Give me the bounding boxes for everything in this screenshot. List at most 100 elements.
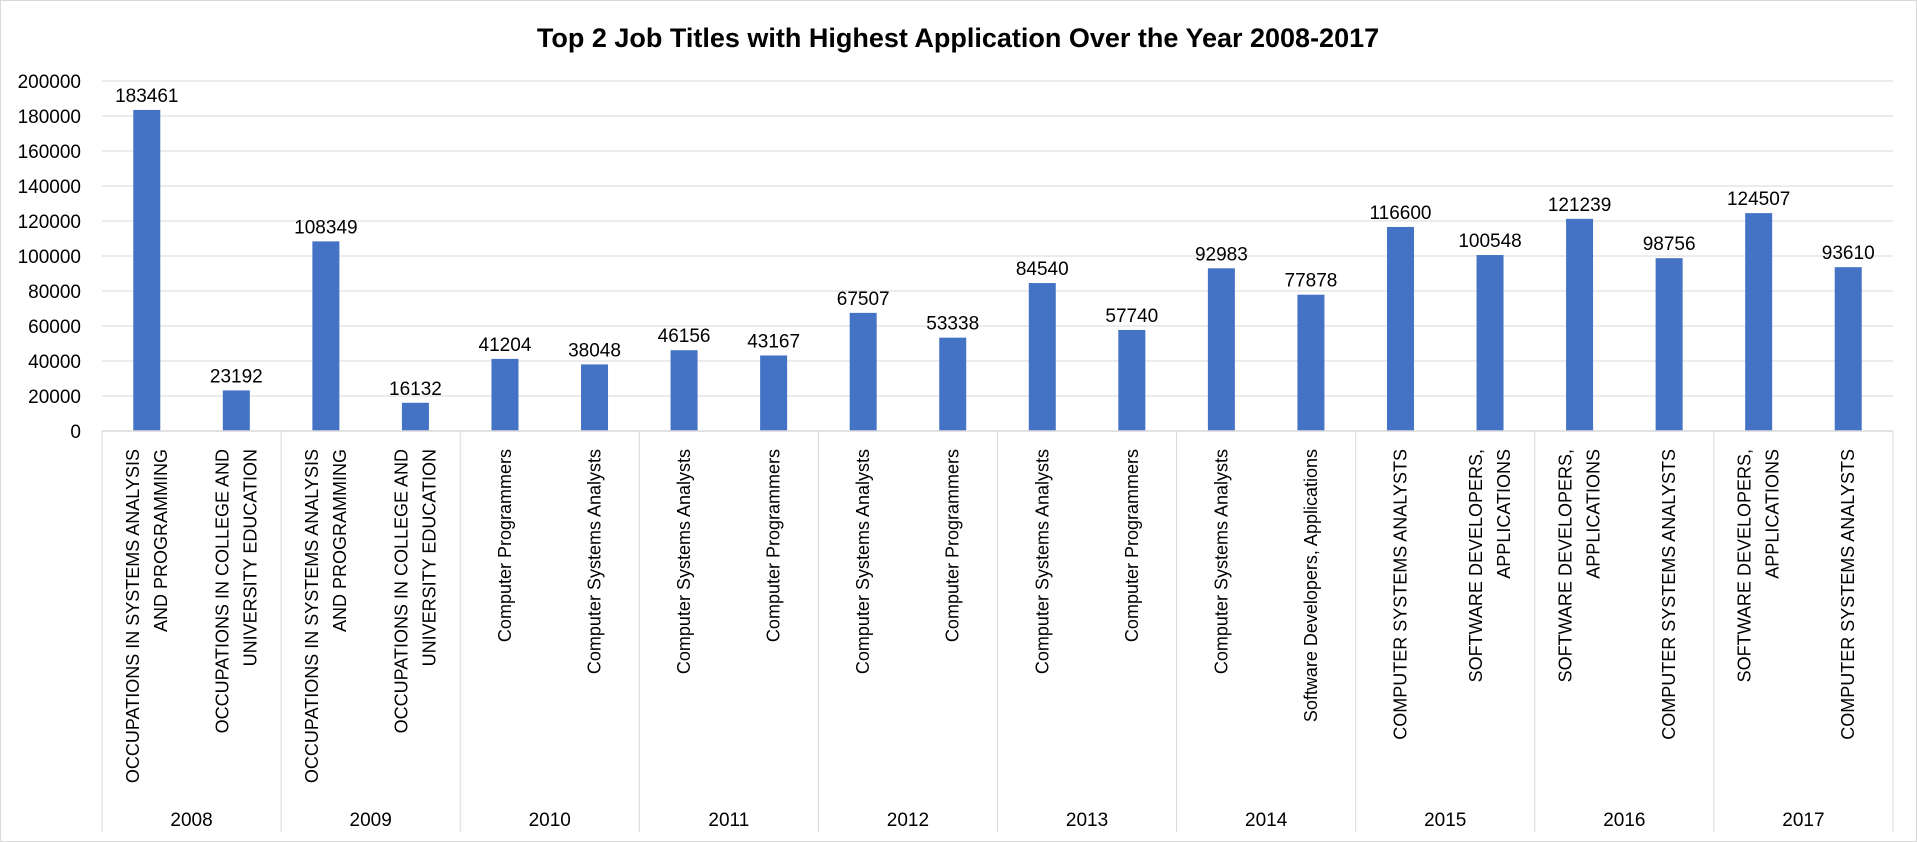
category-label-line: Computer Systems Analysts bbox=[674, 449, 694, 674]
category-label: COMPUTER SYSTEMS ANALYSTS bbox=[1390, 449, 1410, 740]
data-label: 116600 bbox=[1369, 203, 1431, 224]
category-label-line: COMPUTER SYSTEMS ANALYSTS bbox=[1659, 449, 1679, 740]
data-label: 23192 bbox=[210, 366, 263, 387]
category-label-line: APPLICATIONS bbox=[1763, 449, 1783, 579]
year-label: 2012 bbox=[887, 810, 929, 831]
year-label: 2014 bbox=[1245, 810, 1288, 831]
category-label-line: COMPUTER SYSTEMS ANALYSTS bbox=[1838, 449, 1858, 740]
category-label-line: OCCUPATIONS IN SYSTEMS ANALYSIS bbox=[123, 449, 143, 783]
data-label: 92983 bbox=[1195, 244, 1248, 265]
y-tick-label: 140000 bbox=[18, 177, 81, 198]
category-label-line: SOFTWARE DEVELOPERS, bbox=[1735, 449, 1755, 682]
category-label: Computer Systems Analysts bbox=[1211, 449, 1231, 674]
year-label: 2008 bbox=[170, 810, 212, 831]
year-label: 2013 bbox=[1066, 810, 1108, 831]
category-label: Computer Systems Analysts bbox=[853, 449, 873, 674]
y-tick-label: 60000 bbox=[28, 317, 81, 338]
category-label: Computer Programmers bbox=[495, 449, 515, 642]
bar bbox=[1745, 213, 1773, 431]
category-label-line: Computer Programmers bbox=[1122, 449, 1142, 642]
y-tick-label: 180000 bbox=[18, 107, 81, 128]
year-label: 2010 bbox=[529, 810, 571, 831]
data-label: 46156 bbox=[658, 326, 711, 347]
category-label: Computer Systems Analysts bbox=[1032, 449, 1052, 674]
chart-title: Top 2 Job Titles with Highest Applicatio… bbox=[537, 23, 1379, 53]
category-label-line: AND PROGRAMMING bbox=[151, 449, 171, 632]
category-label: Computer Programmers bbox=[764, 449, 784, 642]
category-label: OCCUPATIONS IN COLLEGE AND UNIVERSITY EDU… bbox=[212, 449, 260, 733]
bar bbox=[1655, 258, 1683, 431]
data-label: 84540 bbox=[1016, 259, 1069, 280]
year-label: 2016 bbox=[1603, 810, 1645, 831]
category-label-line: SOFTWARE DEVELOPERS, bbox=[1466, 449, 1486, 682]
data-label: 67507 bbox=[837, 289, 890, 310]
gridlines bbox=[102, 80, 1893, 397]
y-tick-label: 20000 bbox=[28, 387, 81, 408]
category-label: Computer Programmers bbox=[1122, 449, 1142, 642]
bar bbox=[1476, 255, 1504, 431]
y-tick-label: 100000 bbox=[18, 247, 81, 268]
category-label-line: SOFTWARE DEVELOPERS, bbox=[1556, 449, 1576, 682]
category-label-line: COMPUTER SYSTEMS ANALYSTS bbox=[1390, 449, 1410, 740]
category-label: SOFTWARE DEVELOPERS, APPLICATIONS bbox=[1556, 449, 1604, 682]
year-label: 2009 bbox=[350, 810, 392, 831]
bar bbox=[1207, 268, 1235, 431]
category-label-line: Computer Systems Analysts bbox=[585, 449, 605, 674]
bar bbox=[222, 390, 250, 431]
x-axis: 2008 OCCUPATIONS IN SYSTEMS ANALYSIS AND P… bbox=[101, 430, 1894, 832]
category-label-line: Software Developers, Applications bbox=[1301, 449, 1321, 722]
y-tick-label: 160000 bbox=[18, 142, 81, 163]
bar bbox=[1386, 226, 1414, 431]
category-label-line: OCCUPATIONS IN SYSTEMS ANALYSIS bbox=[302, 449, 322, 783]
category-label-line: APPLICATIONS bbox=[1494, 449, 1514, 579]
category-label: OCCUPATIONS IN COLLEGE AND UNIVERSITY EDU… bbox=[391, 449, 439, 733]
data-label: 121239 bbox=[1548, 195, 1611, 216]
bar bbox=[1297, 294, 1325, 431]
bar bbox=[670, 350, 698, 431]
category-label: Computer Systems Analysts bbox=[585, 449, 605, 674]
year-label: 2011 bbox=[708, 810, 749, 831]
y-tick-label: 120000 bbox=[18, 212, 81, 233]
data-label: 53338 bbox=[926, 314, 979, 335]
category-label: COMPUTER SYSTEMS ANALYSTS bbox=[1838, 449, 1858, 740]
data-label: 124507 bbox=[1727, 189, 1790, 210]
category-label: OCCUPATIONS IN SYSTEMS ANALYSIS AND PROGR… bbox=[302, 449, 350, 783]
bar bbox=[849, 312, 877, 431]
data-label: 93610 bbox=[1822, 243, 1875, 264]
bar bbox=[312, 241, 340, 431]
bar bbox=[133, 109, 161, 432]
bar bbox=[581, 364, 609, 431]
bar bbox=[939, 337, 967, 431]
data-label: 108349 bbox=[294, 217, 357, 238]
bar bbox=[491, 358, 519, 431]
category-label-line: Computer Programmers bbox=[764, 449, 784, 642]
category-label-line: Computer Programmers bbox=[495, 449, 515, 642]
y-tick-label: 80000 bbox=[28, 282, 81, 303]
category-label-line: UNIVERSITY EDUCATION bbox=[419, 449, 439, 666]
category-label-line: OCCUPATIONS IN COLLEGE AND bbox=[391, 449, 411, 733]
category-label: Software Developers, Applications bbox=[1301, 449, 1321, 722]
category-label: Computer Programmers bbox=[943, 449, 963, 642]
category-label-line: AND PROGRAMMING bbox=[330, 449, 350, 632]
data-label: 16132 bbox=[389, 379, 442, 400]
category-label: SOFTWARE DEVELOPERS, APPLICATIONS bbox=[1735, 449, 1783, 682]
category-label-line: Computer Programmers bbox=[943, 449, 963, 642]
category-label: COMPUTER SYSTEMS ANALYSTS bbox=[1659, 449, 1679, 740]
data-label: 43167 bbox=[747, 331, 800, 352]
data-label: 57740 bbox=[1105, 306, 1158, 327]
year-label: 2015 bbox=[1424, 810, 1466, 831]
bar bbox=[1118, 329, 1146, 431]
bars: 183461 23192 108349 16132 41204 38048 46156 431… bbox=[115, 86, 1875, 432]
category-label-line: OCCUPATIONS IN COLLEGE AND bbox=[212, 449, 232, 733]
category-label-line: UNIVERSITY EDUCATION bbox=[240, 449, 260, 666]
data-label: 183461 bbox=[115, 86, 178, 107]
category-label-line: Computer Systems Analysts bbox=[1211, 449, 1231, 674]
y-tick-label: 40000 bbox=[28, 352, 81, 373]
category-label: SOFTWARE DEVELOPERS, APPLICATIONS bbox=[1466, 449, 1514, 682]
y-tick-label: 200000 bbox=[18, 72, 81, 93]
bar bbox=[1566, 218, 1594, 431]
bar bbox=[401, 402, 429, 431]
category-label: OCCUPATIONS IN SYSTEMS ANALYSIS AND PROGR… bbox=[123, 449, 171, 783]
bar bbox=[1834, 267, 1862, 431]
